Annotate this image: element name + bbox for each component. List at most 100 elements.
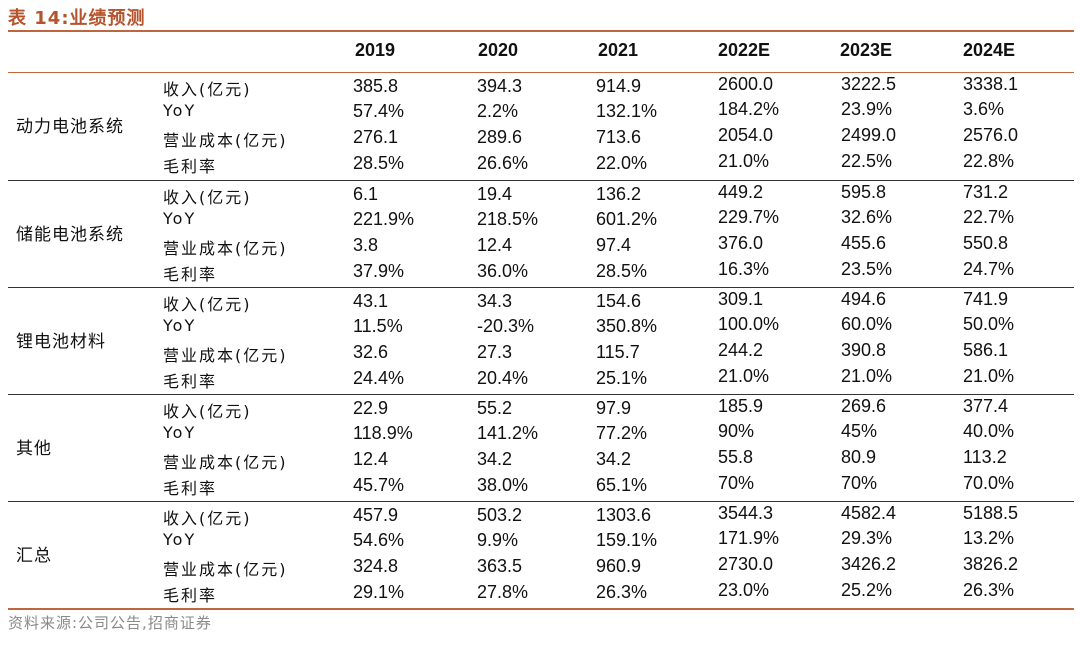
- table-cell: 34.3: [477, 291, 513, 311]
- table-cell: 324.8: [353, 556, 399, 576]
- row-label: 营业成本(亿元): [163, 560, 288, 579]
- top-rule: [8, 30, 1074, 32]
- table-cell: 25.2%: [841, 580, 893, 600]
- table-cell: 141.2%: [477, 423, 539, 443]
- table-cell: 3338.1: [963, 74, 1019, 94]
- table-cell: 2.2%: [477, 101, 519, 121]
- table-cell: 24.7%: [963, 259, 1015, 279]
- column-header: 2023E: [840, 40, 893, 60]
- table-cell: 113.2: [963, 447, 1007, 467]
- table-cell: 3826.2: [963, 554, 1019, 574]
- row-label: 收入(亿元): [163, 509, 252, 528]
- table-cell: 28.5%: [596, 261, 648, 281]
- table-cell: 376.0: [718, 233, 764, 253]
- table-cell: 21.0%: [718, 151, 770, 171]
- table-cell: 57.4%: [353, 101, 405, 121]
- table-cell: -20.3%: [477, 316, 535, 336]
- table-cell: 23.9%: [841, 99, 893, 119]
- table-cell: 27.3: [477, 342, 513, 362]
- table-cell: 12.4: [477, 235, 513, 255]
- table-cell: 218.5%: [477, 209, 539, 229]
- table-cell: 2499.0: [841, 125, 897, 145]
- table-cell: 731.2: [963, 182, 1009, 202]
- table-cell: 2600.0: [718, 74, 774, 94]
- table-cell: 595.8: [841, 182, 887, 202]
- table-cell: 70%: [718, 473, 755, 493]
- table-cell: 171.9%: [718, 528, 780, 548]
- column-header: 2020: [478, 40, 519, 60]
- table-cell: 70.0%: [963, 473, 1015, 493]
- table-cell: 80.9: [841, 447, 877, 467]
- table-cell: 29.1%: [353, 582, 405, 602]
- row-label: 毛利率: [163, 372, 218, 391]
- table-cell: 503.2: [477, 505, 523, 525]
- table-cell: 2054.0: [718, 125, 774, 145]
- table-cell: 276.1: [353, 127, 399, 147]
- table-cell: 22.0%: [596, 153, 648, 173]
- table-cell: 3.6%: [963, 99, 1005, 119]
- table-cell: 244.2: [718, 340, 764, 360]
- group-label: 储能电池系统: [16, 225, 124, 245]
- table-cell: 132.1%: [596, 101, 658, 121]
- table-cell: 550.8: [963, 233, 1009, 253]
- table-cell: 2730.0: [718, 554, 774, 574]
- source-note: 资料来源:公司公告,招商证券: [8, 614, 212, 632]
- table-cell: 377.4: [963, 396, 1009, 416]
- table-cell: 22.8%: [963, 151, 1015, 171]
- group-label: 锂电池材料: [16, 332, 106, 352]
- group-label: 汇总: [16, 546, 52, 566]
- row-label: 收入(亿元): [163, 295, 252, 314]
- table-cell: 350.8%: [596, 316, 658, 336]
- table-cell: 55.2: [477, 398, 513, 418]
- table-cell: 5188.5: [963, 503, 1019, 523]
- group-label: 动力电池系统: [16, 117, 124, 137]
- table-cell: 118.9%: [353, 423, 413, 443]
- group-separator: [8, 394, 1074, 395]
- table-cell: 713.6: [596, 127, 642, 147]
- table-cell: 97.4: [596, 235, 632, 255]
- table-cell: 60.0%: [841, 314, 893, 334]
- table-cell: 741.9: [963, 289, 1009, 309]
- table-cell: 29.3%: [841, 528, 893, 548]
- table-cell: 20.4%: [477, 368, 529, 388]
- table-cell: 3.8: [353, 235, 379, 255]
- table-cell: 601.2%: [596, 209, 658, 229]
- row-label: 毛利率: [163, 157, 218, 176]
- table-cell: 100.0%: [718, 314, 780, 334]
- table-cell: 38.0%: [477, 475, 529, 495]
- table-title: 表 14:业绩预测: [8, 8, 146, 29]
- table-cell: 363.5: [477, 556, 523, 576]
- table-cell: 12.4: [353, 449, 389, 469]
- table-cell: 22.5%: [841, 151, 893, 171]
- table-cell: 65.1%: [596, 475, 648, 495]
- table-cell: 37.9%: [353, 261, 405, 281]
- table-cell: 455.6: [841, 233, 887, 253]
- table-cell: 4582.4: [841, 503, 897, 523]
- table-cell: 13.2%: [963, 528, 1015, 548]
- table-cell: 45.7%: [353, 475, 405, 495]
- table-cell: 34.2: [477, 449, 513, 469]
- row-label: YoY: [163, 530, 197, 549]
- table-cell: 26.3%: [596, 582, 648, 602]
- table-cell: 40.0%: [963, 421, 1015, 441]
- table-cell: 385.8: [353, 76, 399, 96]
- table-cell: 97.9: [596, 398, 632, 418]
- table-cell: 26.3%: [963, 580, 1015, 600]
- group-separator: [8, 287, 1074, 288]
- table-cell: 19.4: [477, 184, 513, 204]
- table-cell: 289.6: [477, 127, 523, 147]
- table-cell: 184.2%: [718, 99, 780, 119]
- table-cell: 21.0%: [841, 366, 893, 386]
- group-separator: [8, 501, 1074, 502]
- row-label: 毛利率: [163, 586, 218, 605]
- table-cell: 185.9: [718, 396, 764, 416]
- header-rule: [8, 72, 1074, 73]
- group-label: 其他: [16, 439, 52, 459]
- table-cell: 3544.3: [718, 503, 774, 523]
- table-cell: 586.1: [963, 340, 1009, 360]
- table-cell: 6.1: [353, 184, 379, 204]
- table-cell: 449.2: [718, 182, 764, 202]
- table-cell: 22.9: [353, 398, 389, 418]
- table-cell: 2576.0: [963, 125, 1019, 145]
- table-cell: 32.6: [353, 342, 389, 362]
